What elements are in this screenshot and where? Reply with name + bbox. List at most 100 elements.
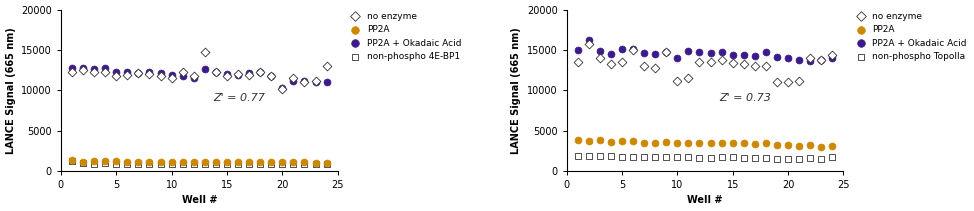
PP2A + Okadaic Acid (230, 73, 245, 77)
PP2A + Okadaic Acid (703, 51, 719, 55)
no enzyme (252, 71, 268, 74)
PP2A (318, 161, 334, 165)
PP2A (570, 139, 585, 142)
PP2A (692, 142, 707, 145)
non-phospho Topolla (714, 156, 730, 159)
PP2A (703, 142, 719, 145)
non-phospho 4E-BP1 (208, 162, 224, 165)
non-phospho 4E-BP1 (318, 163, 334, 166)
no enzyme (208, 71, 224, 74)
PP2A (131, 160, 146, 164)
PP2A + Okadaic Acid (658, 51, 674, 54)
PP2A + Okadaic Acid (64, 66, 80, 69)
PP2A (242, 160, 257, 164)
PP2A (285, 160, 301, 164)
non-phospho 4E-BP1 (252, 162, 268, 165)
non-phospho 4E-BP1 (297, 163, 313, 166)
non-phospho Topolla (725, 156, 740, 159)
PP2A (75, 160, 91, 164)
non-phospho 4E-BP1 (97, 161, 113, 165)
PP2A + Okadaic Acid (603, 52, 618, 56)
no enzyme (219, 75, 235, 78)
PP2A + Okadaic Acid (297, 79, 313, 82)
non-phospho Topolla (780, 157, 796, 160)
no enzyme (120, 73, 135, 77)
no enzyme (230, 72, 245, 76)
no enzyme (603, 63, 618, 66)
no enzyme (669, 79, 685, 82)
PP2A (615, 139, 630, 143)
PP2A + Okadaic Acid (803, 60, 818, 63)
PP2A + Okadaic Acid (97, 66, 113, 69)
PP2A (581, 139, 596, 143)
no enzyme (747, 64, 763, 68)
non-phospho 4E-BP1 (120, 162, 135, 165)
no enzyme (197, 51, 212, 54)
no enzyme (758, 64, 773, 68)
non-phospho Topolla (825, 156, 841, 159)
no enzyme (714, 58, 730, 61)
no enzyme (164, 76, 179, 80)
PP2A (669, 141, 685, 144)
non-phospho Topolla (681, 156, 696, 159)
PP2A + Okadaic Acid (164, 73, 179, 77)
non-phospho 4E-BP1 (164, 162, 179, 165)
PP2A (208, 160, 224, 164)
no enzyme (141, 72, 157, 76)
PP2A (791, 144, 806, 147)
PP2A + Okadaic Acid (131, 72, 146, 75)
PP2A + Okadaic Acid (108, 71, 124, 74)
PP2A + Okadaic Acid (736, 53, 752, 56)
no enzyme (131, 72, 146, 75)
PP2A (813, 145, 829, 148)
PP2A + Okadaic Acid (285, 80, 301, 83)
no enzyme (318, 64, 334, 68)
PP2A (97, 160, 113, 163)
PP2A + Okadaic Acid (263, 74, 279, 77)
PP2A (780, 143, 796, 147)
Legend: no enzyme, PP2A, PP2A + Okadaic Acid, non-phospho Topolla: no enzyme, PP2A, PP2A + Okadaic Acid, no… (850, 11, 968, 62)
non-phospho Topolla (592, 155, 608, 158)
non-phospho Topolla (648, 156, 663, 159)
no enzyme (581, 43, 596, 46)
PP2A (747, 143, 763, 146)
PP2A + Okadaic Acid (318, 80, 334, 84)
non-phospho Topolla (636, 156, 652, 159)
non-phospho 4E-BP1 (75, 161, 91, 165)
PP2A (803, 143, 818, 147)
PP2A (175, 160, 191, 164)
PP2A + Okadaic Acid (813, 59, 829, 62)
non-phospho Topolla (603, 155, 618, 158)
non-phospho 4E-BP1 (186, 162, 202, 165)
no enzyme (825, 53, 841, 56)
non-phospho Topolla (803, 156, 818, 160)
non-phospho Topolla (615, 156, 630, 159)
PP2A + Okadaic Acid (87, 68, 102, 71)
non-phospho Topolla (703, 156, 719, 160)
PP2A (636, 141, 652, 144)
PP2A + Okadaic Acid (725, 53, 740, 56)
no enzyme (803, 56, 818, 60)
PP2A + Okadaic Acid (175, 75, 191, 78)
non-phospho Topolla (669, 156, 685, 159)
PP2A + Okadaic Acid (75, 67, 91, 70)
non-phospho 4E-BP1 (275, 162, 290, 165)
Legend: no enzyme, PP2A, PP2A + Okadaic Acid, non-phospho 4E-BP1: no enzyme, PP2A, PP2A + Okadaic Acid, no… (345, 11, 462, 62)
PP2A (186, 160, 202, 164)
PP2A + Okadaic Acid (141, 71, 157, 74)
no enzyme (108, 74, 124, 77)
PP2A (681, 141, 696, 144)
no enzyme (791, 80, 806, 83)
PP2A (219, 160, 235, 164)
non-phospho Topolla (581, 154, 596, 157)
non-phospho Topolla (791, 157, 806, 160)
no enzyme (87, 71, 102, 74)
no enzyme (625, 48, 641, 51)
non-phospho 4E-BP1 (141, 162, 157, 165)
non-phospho 4E-BP1 (87, 162, 102, 165)
PP2A (769, 143, 785, 147)
non-phospho Topolla (692, 156, 707, 160)
no enzyme (186, 75, 202, 78)
non-phospho 4E-BP1 (308, 163, 323, 166)
PP2A (252, 160, 268, 164)
